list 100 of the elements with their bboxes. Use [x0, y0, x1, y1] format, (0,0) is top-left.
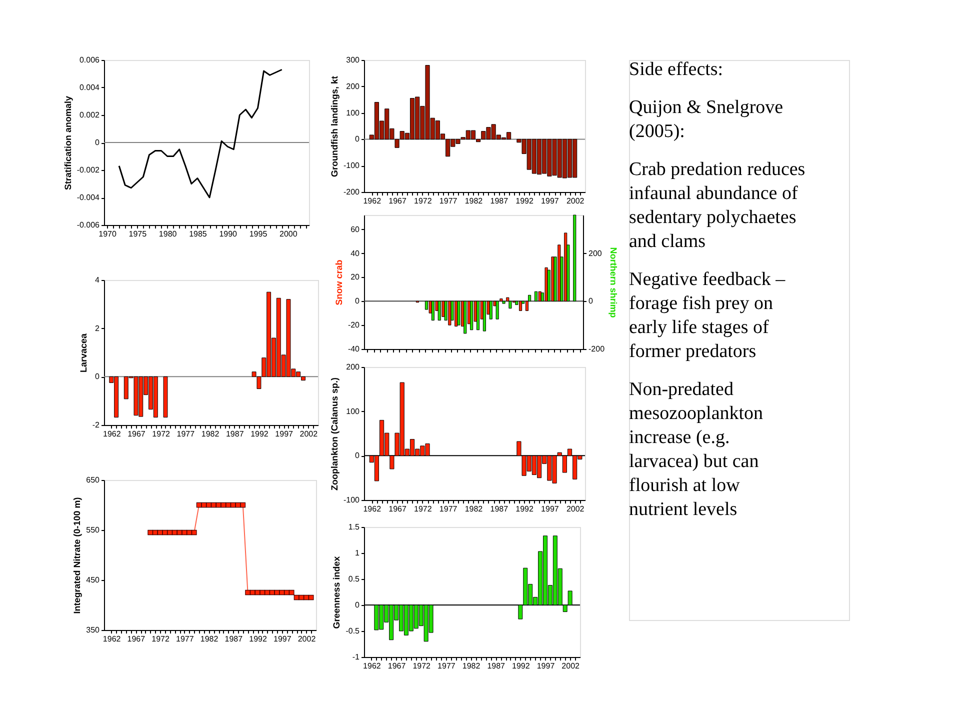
y-tick-label: -1 [352, 652, 360, 662]
y-tick-label: -100 [343, 496, 360, 504]
text: Negative feedback – forage fish prey on early life stages of former predators [629, 269, 786, 362]
x-tick-label: 1962 [102, 430, 122, 438]
y-tick-label: 350 [86, 626, 100, 634]
y-tick-label: 0 [95, 138, 100, 147]
y-tick-label: 0 [355, 600, 360, 610]
y-axis-title: Zooplankton (Calanus sp.) [329, 377, 340, 491]
y-tick-label: 60 [350, 224, 360, 234]
y-tick-label: -0.5 [346, 626, 360, 636]
y-tick-label: 0 [355, 451, 360, 460]
y2-tick-label: 0 [588, 296, 594, 306]
text: Non-predated mesozooplankton increase (e.g. larvacea) but can flourish at low nutrient levels [629, 379, 764, 520]
y-tick-label: 550 [86, 526, 100, 534]
y-tick-label: 450 [86, 576, 100, 584]
y-tick-label: 0 [355, 296, 360, 306]
x-tick-label: 1977 [439, 196, 458, 206]
x-tick-label: 1967 [128, 430, 146, 438]
y-tick-label: 0.006 [79, 56, 100, 64]
x-tick-label: 2000 [280, 230, 298, 238]
x-tick-label: 1962 [363, 662, 382, 670]
y-tick-label: -200 [343, 188, 360, 196]
text: Side effects: [629, 59, 724, 80]
x-tick-label: 2002 [300, 430, 318, 438]
x-tick-label: 1972 [152, 430, 171, 438]
x-tick-label: 1982 [200, 634, 219, 644]
x-tick-label: 1992 [250, 430, 269, 438]
x-tick-label: 1987 [224, 634, 244, 644]
y-tick-label: 2 [95, 324, 100, 333]
y-tick-label: 20 [350, 272, 360, 282]
x-tick-label: 2002 [566, 504, 585, 514]
x-tick-label: 1972 [152, 634, 170, 644]
x-tick-label: 1982 [201, 430, 220, 438]
y-tick-label: 0.5 [348, 574, 360, 584]
x-tick-label: 1992 [516, 196, 534, 206]
y-axis-title: Greenness index [332, 556, 342, 629]
x-tick-label: 1967 [388, 662, 406, 670]
y-tick-label: 650 [86, 476, 100, 484]
x-tick-label: 1967 [388, 504, 407, 514]
y-tick-label: -20 [348, 320, 360, 330]
y-tick-label: 4 [95, 276, 100, 284]
x-tick-label: 1990 [219, 230, 238, 238]
y-axis-title: Groundfish landings, kt [329, 76, 340, 177]
x-tick-label: 1967 [127, 634, 146, 644]
text: Crab predation reduces infaunal abundance of sedentary polychaetes and clams [629, 159, 806, 252]
x-tick-label: 1972 [414, 504, 432, 514]
x-tick-label: 1982 [464, 504, 484, 514]
y-tick-label: 0 [355, 134, 360, 144]
y2-tick-label: -200 [588, 344, 606, 354]
x-tick-label: 1997 [273, 634, 292, 644]
x-tick-label: 1982 [462, 662, 481, 670]
y-axis-title: Larvacea [78, 332, 88, 373]
x-tick-label: 1997 [536, 662, 556, 670]
x-tick-label: 1970 [98, 230, 117, 238]
y-tick-label: 0.004 [79, 83, 100, 92]
y-tick-label: -0.006 [76, 220, 100, 230]
x-tick-label: 1987 [226, 430, 244, 438]
x-tick-label: 1977 [438, 662, 456, 670]
y-tick-label: 40 [350, 248, 360, 258]
x-tick-label: 1997 [541, 196, 560, 206]
x-tick-label: 1982 [464, 196, 484, 206]
y-tick-label: 200 [346, 82, 360, 91]
x-tick-label: 2002 [566, 196, 585, 206]
x-tick-label: 1995 [249, 230, 268, 238]
y-tick-label: 100 [346, 406, 360, 416]
x-tick-label: 1987 [490, 196, 509, 206]
y-axis-title: Stratification anomaly [62, 96, 73, 190]
y-tick-label: -2 [92, 420, 100, 430]
x-tick-label: 1972 [412, 662, 432, 670]
x-tick-label: 1962 [363, 196, 382, 206]
x-tick-label: 1977 [439, 504, 458, 514]
x-tick-label: 2002 [562, 662, 580, 670]
x-tick-label: 1962 [102, 634, 122, 644]
y-tick-label: 1 [355, 548, 360, 558]
x-tick-label: 1980 [158, 230, 178, 238]
y-tick-label: 0.002 [79, 110, 100, 120]
x-tick-label: 1987 [490, 504, 509, 514]
x-tick-label: 1962 [363, 504, 382, 514]
y-tick-label: -100 [343, 161, 360, 170]
y-axis-title: Integrated Nitrate (0-100 m) [72, 497, 82, 614]
x-tick-label: 1992 [512, 662, 530, 670]
x-tick-label: 1985 [189, 230, 208, 238]
y-axis-title: Snow crab [334, 259, 344, 306]
y-tick-label: 300 [346, 56, 360, 64]
y2-tick-label: 200 [588, 248, 602, 258]
y-tick-label: 100 [346, 108, 360, 118]
y-tick-label: 0 [95, 372, 100, 382]
text: Quijon & Snelgrove (2005): [629, 97, 784, 142]
x-tick-label: 1992 [516, 504, 534, 514]
x-tick-label: 1967 [388, 196, 407, 206]
y-tick-label: -0.004 [76, 193, 100, 202]
x-tick-label: 2002 [298, 634, 316, 644]
x-tick-label: 1997 [275, 430, 294, 438]
x-tick-label: 1975 [128, 230, 148, 238]
x-tick-label: 1992 [249, 634, 268, 644]
x-tick-label: 1972 [414, 196, 432, 206]
y2-axis-title: Northern shrimp [608, 247, 619, 318]
x-tick-label: 1977 [176, 430, 196, 438]
y-tick-label: -0.002 [76, 166, 100, 174]
y-tick-label: 1.5 [348, 522, 360, 532]
